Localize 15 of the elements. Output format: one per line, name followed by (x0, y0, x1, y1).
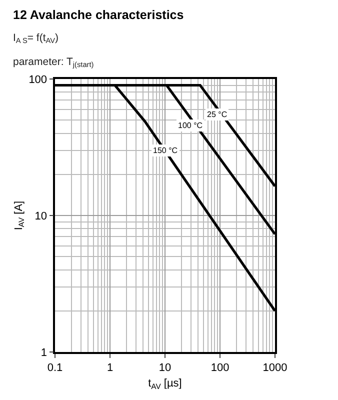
chart-title: 12 Avalanche characteristics (13, 8, 184, 22)
x-tick-label: 0.1 (47, 362, 63, 374)
y-tick-label: 100 (28, 74, 48, 86)
y-tick-label: 1 (40, 346, 48, 359)
x-tick-label: 100 (210, 362, 230, 374)
chart-subtitle: I$_{A S}$= f(t$_{AV}$) (13, 32, 59, 46)
x-tick-label: 1000 (262, 362, 288, 374)
x-axis-title: t$_{AV}$ [µs] (148, 378, 182, 391)
y-tick-label: 10 (34, 210, 48, 222)
text: parameter: T$_{j(start)}$ (13, 56, 94, 70)
x-tick-label: 10 (158, 362, 172, 374)
annotation: 25 °C (207, 110, 228, 119)
annotation: 150 °C (153, 146, 178, 155)
annotation: 100 °C (178, 121, 203, 130)
x-tick-label: 1 (106, 362, 114, 374)
